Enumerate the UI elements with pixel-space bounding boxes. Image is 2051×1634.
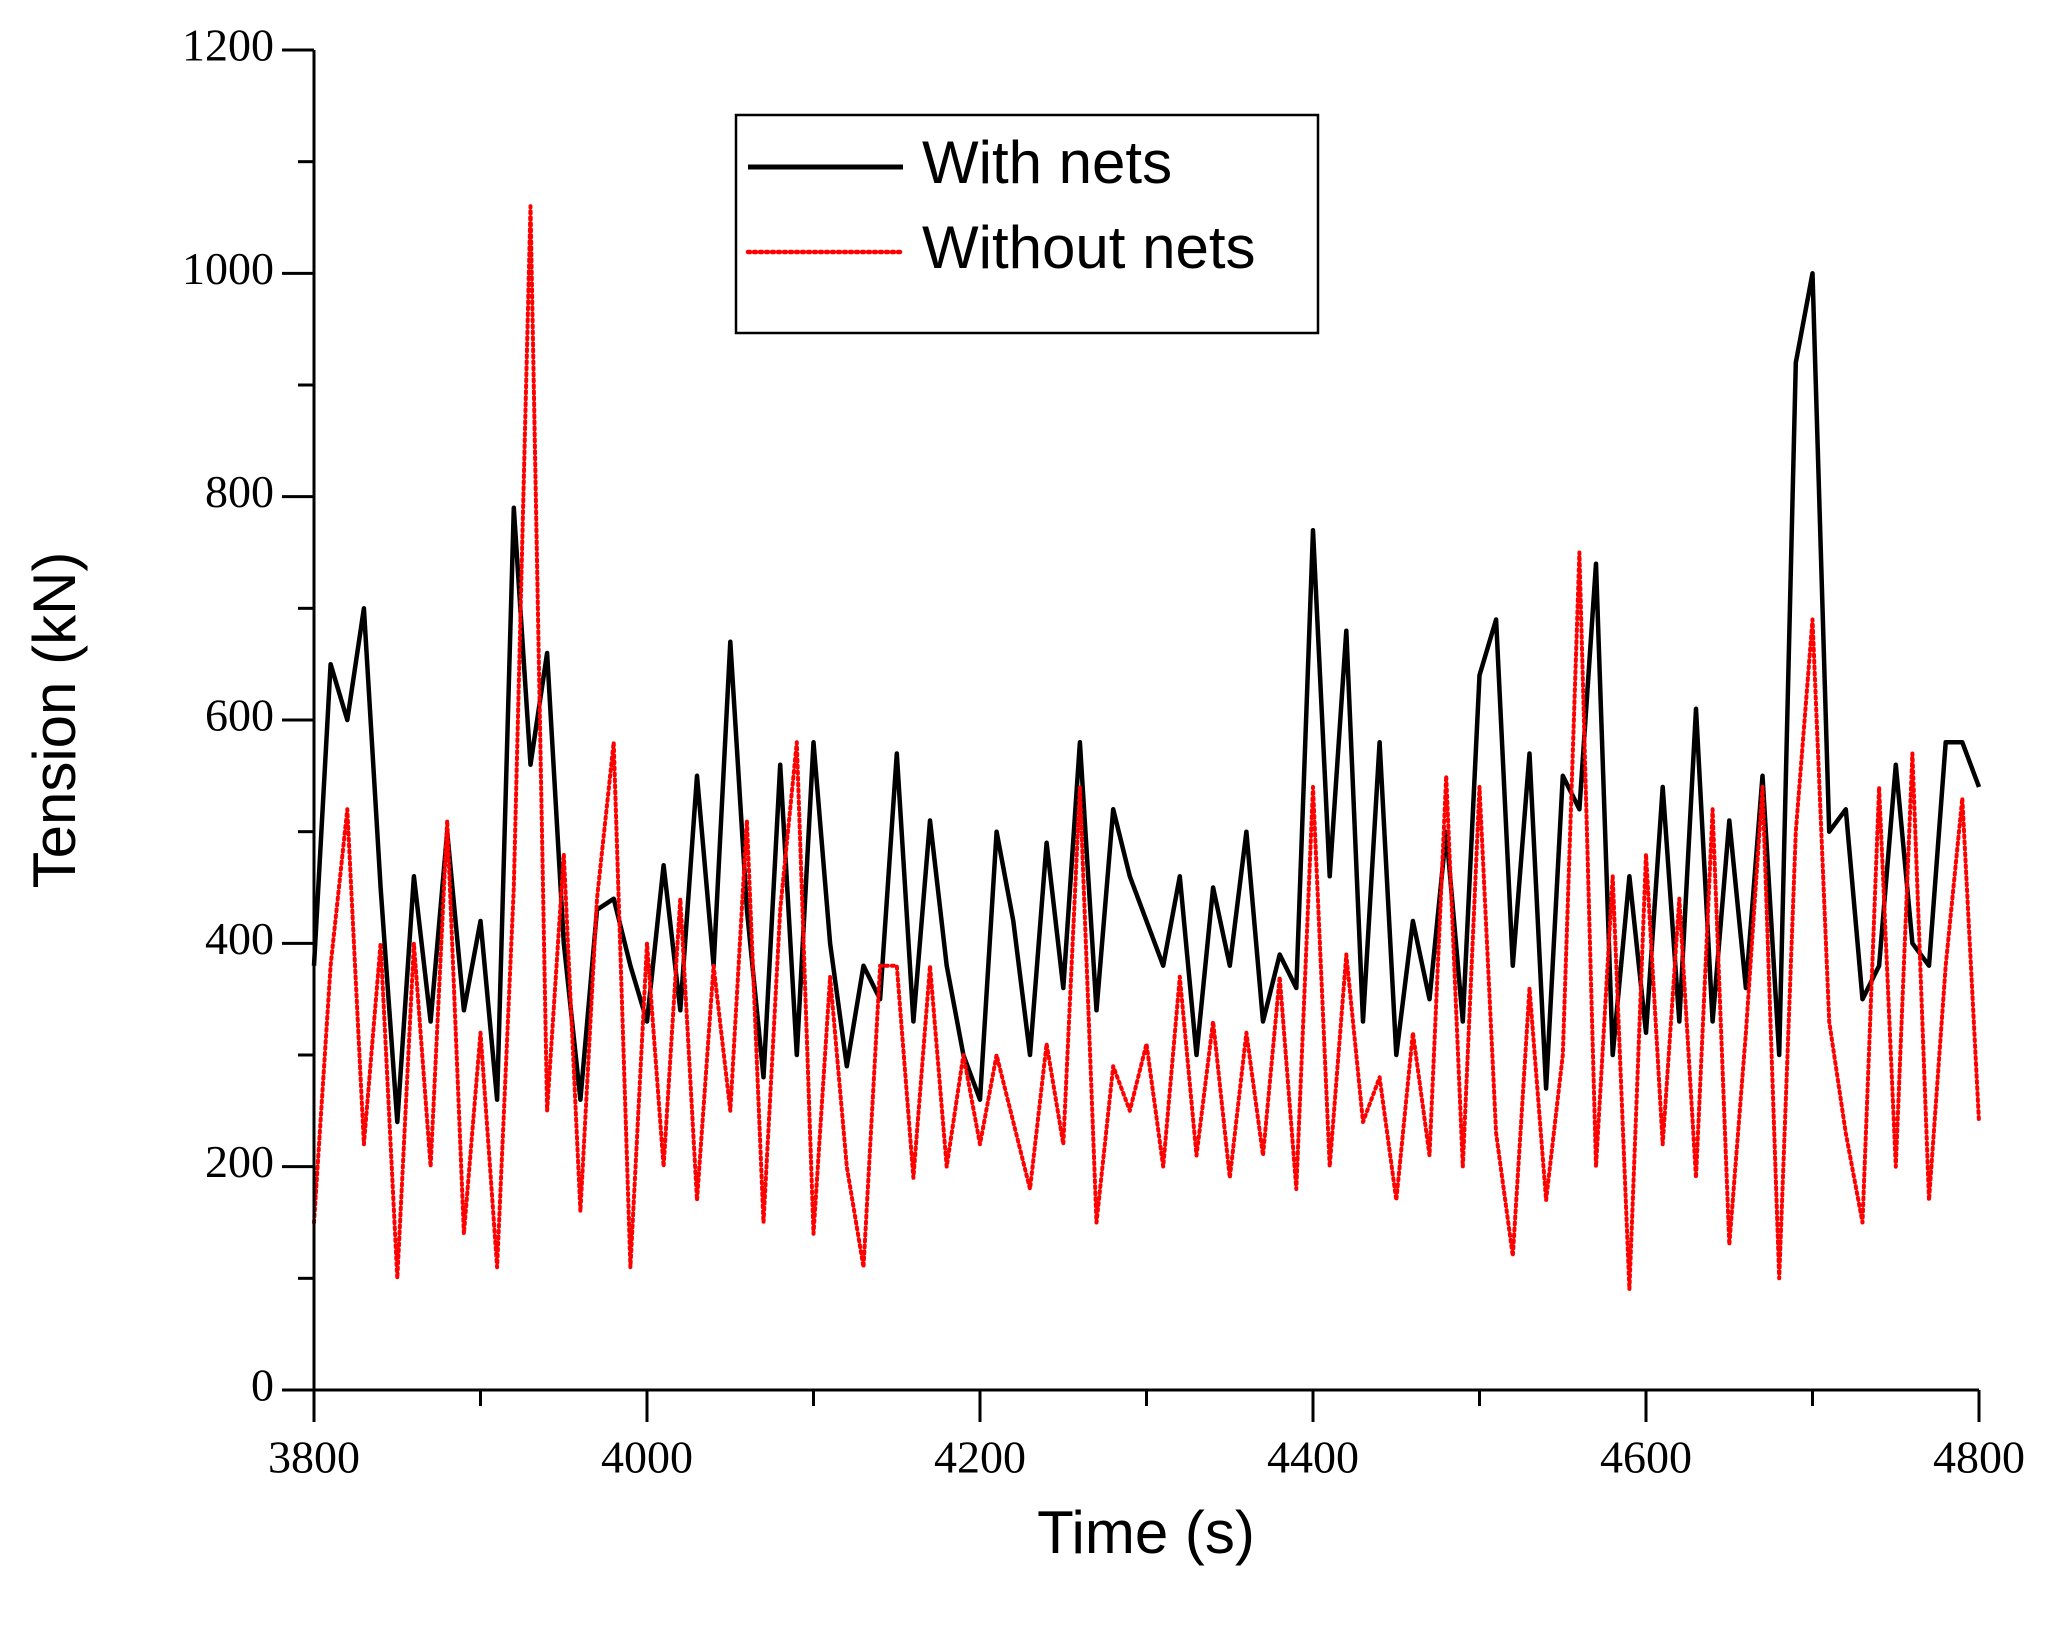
y-tick-label: 200	[205, 1136, 274, 1187]
x-tick-label: 4800	[1933, 1432, 2025, 1483]
series-line	[312, 204, 1981, 1292]
x-tick-label: 4000	[601, 1432, 693, 1483]
legend: With nets Without nets	[734, 113, 1320, 335]
x-tick-label: 4600	[1600, 1432, 1692, 1483]
y-tick-label: 0	[251, 1360, 274, 1411]
legend-box	[734, 113, 1320, 335]
y-tick-label: 600	[205, 690, 274, 741]
y-tick-label: 400	[205, 913, 274, 964]
x-tick-label: 4200	[934, 1432, 1026, 1483]
y-tick-label: 1000	[182, 243, 274, 294]
y-tick-label: 1200	[182, 20, 274, 71]
series-line	[311, 271, 1982, 1125]
x-axis-label: Time (s)	[1037, 1499, 1255, 1566]
y-axis-label: Tension (kN)	[21, 552, 88, 889]
x-tick-label: 4400	[1267, 1432, 1359, 1483]
y-tick-label: 800	[205, 466, 274, 517]
legend-label: Without nets	[922, 214, 1256, 281]
x-tick-label: 3800	[268, 1432, 360, 1483]
legend-label: With nets	[922, 129, 1172, 196]
